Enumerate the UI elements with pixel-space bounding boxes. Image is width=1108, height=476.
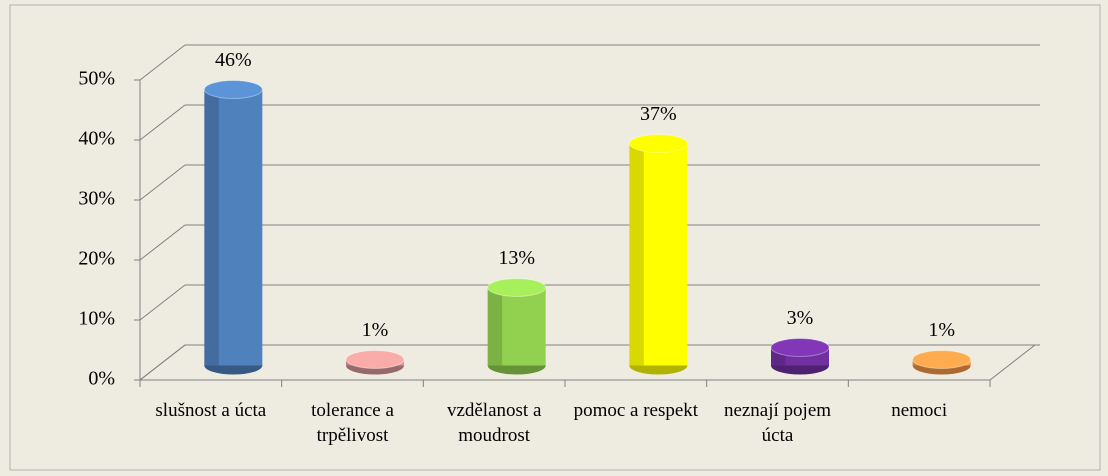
grid-line — [139, 44, 186, 81]
bar-shade — [629, 143, 644, 366]
x-tick-label: nemoci — [891, 400, 948, 421]
y-tick-label: 40% — [78, 128, 115, 150]
bar — [487, 287, 546, 366]
y-tick-label: 10% — [78, 308, 115, 330]
grid-line — [139, 104, 186, 141]
bar-top — [628, 134, 688, 153]
bar-top — [487, 278, 547, 297]
y-tick-label: 0% — [88, 368, 115, 390]
x-tick-label: neznají pojem úcta — [723, 400, 832, 446]
chart-border — [9, 4, 1101, 471]
data-label: 3% — [787, 307, 814, 329]
grid-line — [139, 284, 186, 321]
y-tick-label: 30% — [78, 188, 115, 210]
grid-line — [139, 224, 186, 261]
data-label: 1% — [362, 319, 389, 341]
bar-shade — [204, 89, 219, 366]
bar-top — [912, 350, 972, 369]
x-tick-label: pomoc a respekt — [573, 400, 699, 421]
data-label: 1% — [928, 319, 955, 341]
x-tick-label: vzdělanost a moudrost — [446, 400, 542, 446]
x-tick-label: slušnost a úcta — [155, 400, 267, 421]
data-label: 37% — [640, 103, 677, 125]
grid-line — [139, 344, 186, 381]
data-label: 13% — [498, 247, 535, 269]
y-tick-label: 50% — [78, 68, 115, 90]
x-tick-label: tolerance a trpělivost — [311, 400, 394, 446]
y-tick-label: 20% — [78, 248, 115, 270]
bar-shade — [487, 287, 503, 366]
bar-top — [203, 80, 263, 99]
data-label: 46% — [215, 49, 252, 71]
bar-top — [770, 338, 830, 357]
bar — [629, 143, 688, 366]
bar-top — [345, 350, 405, 369]
bar — [204, 89, 263, 366]
grid-line — [139, 164, 186, 201]
